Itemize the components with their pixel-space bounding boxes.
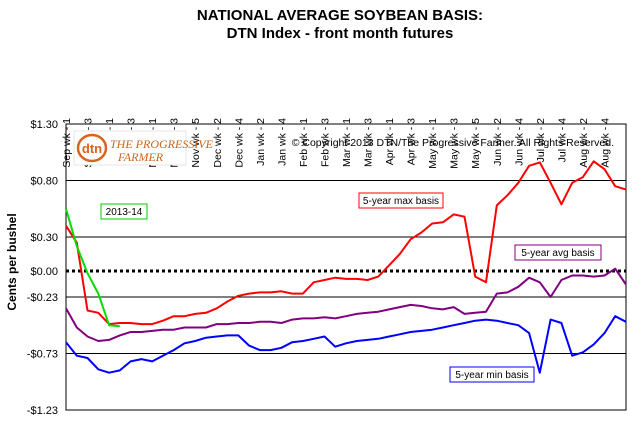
series-line-2013-14 (65, 208, 120, 328)
x-tick-label: Dec wk - 4 (233, 118, 245, 168)
gridlines (66, 180, 626, 354)
x-tick-label: Feb wk - 3 (319, 118, 331, 167)
label-max-basis-text: 5-year max basis (363, 196, 439, 207)
plot-area (65, 123, 627, 411)
label-current-year: 2013-14 (100, 203, 148, 220)
series-group (65, 160, 627, 374)
label-min-basis: 5-year min basis (449, 366, 535, 383)
y-tick-label: $0.80 (30, 176, 58, 188)
series-line-5-year-max-basis (65, 160, 627, 326)
y-tick-label: -$0.23 (27, 292, 58, 304)
label-avg-basis-text: 5-year avg basis (521, 248, 594, 259)
label-max-basis-box (358, 192, 444, 209)
x-tick-label: Mar wk - 3 (363, 118, 375, 167)
series-line-5-year-avg-basis (65, 267, 627, 342)
x-tick-label: Feb wk - 1 (298, 118, 310, 167)
x-tick-label: Nov wk - 5 (190, 118, 202, 168)
dtn-logo-mark: dtn (82, 141, 102, 156)
label-min-basis-text: 5-year min basis (455, 370, 528, 381)
y-axis-label: Cents per bushel (5, 213, 19, 310)
logo-line-1: THE PROGRESSIVE (110, 137, 214, 151)
y-tick-label: -$1.23 (27, 405, 58, 417)
y-tick-label: $0.00 (30, 266, 58, 278)
label-avg-basis-box (514, 244, 602, 261)
y-tick-label: $1.30 (30, 119, 58, 131)
x-tick-label: May wk - 1 (427, 118, 439, 169)
label-min-basis-box (449, 366, 535, 383)
label-max-basis: 5-year max basis (358, 192, 444, 209)
y-tick-label: $0.30 (30, 232, 58, 244)
label-current-year-box (100, 203, 148, 220)
x-tick-label: Jun wk - 4 (513, 118, 525, 166)
x-tick-label: May wk - 5 (470, 118, 482, 169)
x-tick-label: Apr wk - 3 (406, 118, 418, 165)
y-tick-label: -$0.73 (27, 348, 58, 360)
x-tick-label: Jul wk - 2 (535, 118, 547, 163)
x-tick-label: Dec wk - 2 (212, 118, 224, 168)
chart-subtitle: DTN Index - front month futures (227, 25, 454, 42)
x-tick-label: Jul wk - 4 (556, 118, 568, 163)
dtn-logo-icon (76, 133, 108, 163)
series-line-5-year-min-basis (65, 315, 627, 374)
x-tick-label: Aug wk - 2 (578, 118, 590, 168)
x-tick-label: Apr wk - 1 (384, 118, 396, 165)
y-tick-labels: $1.30 $0.80 $0.30 $0.00 -$0.23 -$0.73 -$1.23 (27, 119, 58, 417)
label-current-year-text: 2013-14 (106, 207, 143, 218)
x-tick-label: Jun wk - 2 (492, 118, 504, 166)
logo-line-2: FARMER (117, 150, 164, 164)
chart-title: NATIONAL AVERAGE SOYBEAN BASIS: (197, 7, 483, 24)
x-tick-label: Jan wk - 2 (255, 118, 267, 166)
x-tick-label: Aug wk - 4 (599, 118, 611, 168)
label-avg-basis: 5-year avg basis (514, 244, 602, 261)
x-tick-label: Sep wk - 1 (61, 118, 73, 168)
progressive-farmer-logo: dtn THE PROGRESSIVE FARMER (73, 130, 214, 166)
x-tick-label: May wk - 3 (449, 118, 461, 169)
x-tick-label: Jan wk - 4 (276, 118, 288, 166)
x-tick-label: Mar wk - 1 (341, 118, 353, 167)
copyright-notice: © Copyright 2013 DTN/The Progressive Far… (292, 137, 614, 149)
